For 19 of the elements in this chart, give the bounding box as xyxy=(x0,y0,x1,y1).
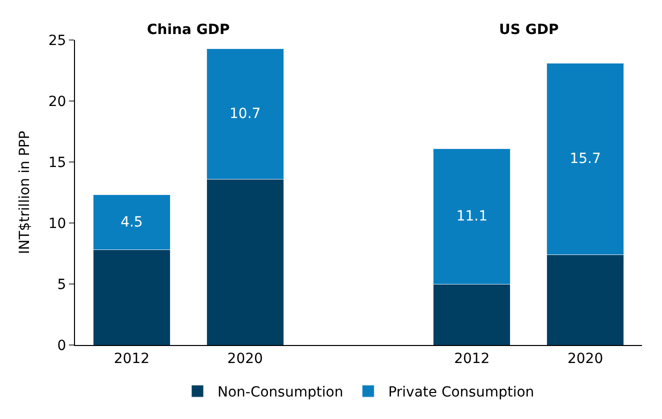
y-tick-label: 5 xyxy=(57,276,66,293)
legend-label: Non-Consumption xyxy=(218,384,344,401)
text: China GDP xyxy=(147,22,230,38)
legend-label: Private Consumption xyxy=(388,384,534,401)
y-tick-label: 10 xyxy=(48,216,66,232)
x-tick-label: 2012 xyxy=(454,350,490,367)
x-tick-label: 2020 xyxy=(567,350,604,367)
text: US GDP xyxy=(499,22,559,38)
data-label: 10.7 xyxy=(230,106,261,122)
y-tick-label: 0 xyxy=(57,338,66,354)
y-tick-label: 15 xyxy=(48,154,66,171)
data-label: 15.7 xyxy=(570,150,601,167)
x-tick-label: 2012 xyxy=(114,350,150,367)
y-tick-label: 25 xyxy=(48,32,66,49)
data-label: 4.5 xyxy=(120,214,143,230)
x-tick-label: 2020 xyxy=(227,350,263,367)
y-tick-label: 20 xyxy=(48,94,66,110)
data-label: 11.1 xyxy=(456,208,488,224)
y-axis-title: INT$trillion in PPP xyxy=(16,130,33,254)
